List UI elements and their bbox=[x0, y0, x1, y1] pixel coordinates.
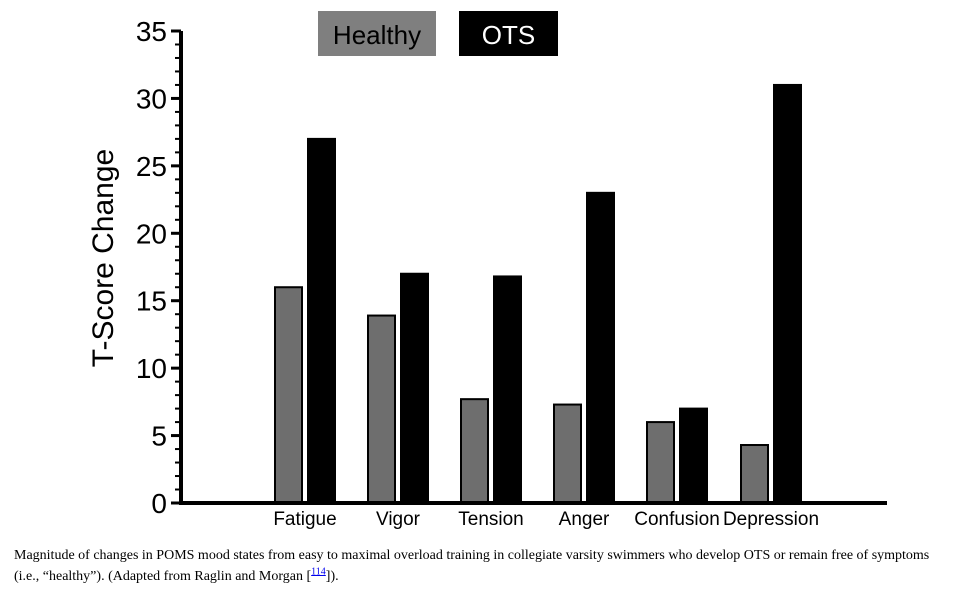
bar-ots-depression bbox=[773, 83, 802, 504]
bar-healthy-tension bbox=[460, 398, 489, 504]
y-tick-label: 20 bbox=[136, 218, 167, 249]
bar-ots-confusion bbox=[679, 407, 708, 505]
bar-healthy-confusion bbox=[646, 421, 675, 505]
x-tick-label: Tension bbox=[458, 509, 524, 530]
legend-label-ots: OTS bbox=[482, 20, 535, 50]
y-axis-label: T-Score Change bbox=[87, 149, 120, 367]
caption-text: Magnitude of changes in POMS mood states… bbox=[14, 548, 930, 584]
bar-healthy-fatigue bbox=[274, 286, 303, 504]
figure-caption: Magnitude of changes in POMS mood states… bbox=[14, 545, 949, 587]
bar-ots-tension bbox=[493, 275, 522, 504]
bar-chart: Healthy OTS 0 5 10 15 20 25 30 35 Fatigue Vigor Ten… bbox=[87, 11, 887, 530]
x-tick-label: Depression bbox=[723, 509, 819, 530]
legend-swatch-healthy bbox=[318, 11, 436, 56]
reference-link[interactable]: 114 bbox=[311, 566, 326, 578]
legend: Healthy OTS bbox=[318, 11, 558, 56]
y-tick-label: 25 bbox=[136, 151, 167, 182]
bar-ots-vigor bbox=[400, 272, 429, 504]
bar-healthy-anger bbox=[553, 403, 582, 505]
bar-ots-anger bbox=[586, 191, 615, 504]
y-tick-label: 0 bbox=[151, 488, 167, 519]
bar-healthy-depression bbox=[740, 444, 769, 504]
legend-label-healthy: Healthy bbox=[333, 20, 421, 50]
x-tick-label: Confusion bbox=[634, 509, 720, 530]
y-tick-label: 5 bbox=[151, 421, 167, 452]
legend-swatch-ots bbox=[459, 11, 558, 56]
x-tick-label: Vigor bbox=[376, 509, 421, 530]
caption-end: ]). bbox=[325, 569, 339, 584]
y-tick-label: 30 bbox=[136, 83, 167, 114]
bar-ots-fatigue bbox=[307, 137, 336, 504]
x-tick-label: Anger bbox=[559, 509, 610, 530]
bar-healthy-vigor bbox=[367, 314, 396, 505]
axes: 0 5 10 15 20 25 30 35 Fatigue Vigor Tension Anger Co… bbox=[136, 16, 887, 530]
bars bbox=[274, 83, 802, 505]
x-tick-label: Fatigue bbox=[273, 509, 336, 530]
y-tick-label: 35 bbox=[136, 16, 167, 47]
y-tick-label: 10 bbox=[136, 353, 167, 384]
y-tick-label: 15 bbox=[136, 286, 167, 317]
